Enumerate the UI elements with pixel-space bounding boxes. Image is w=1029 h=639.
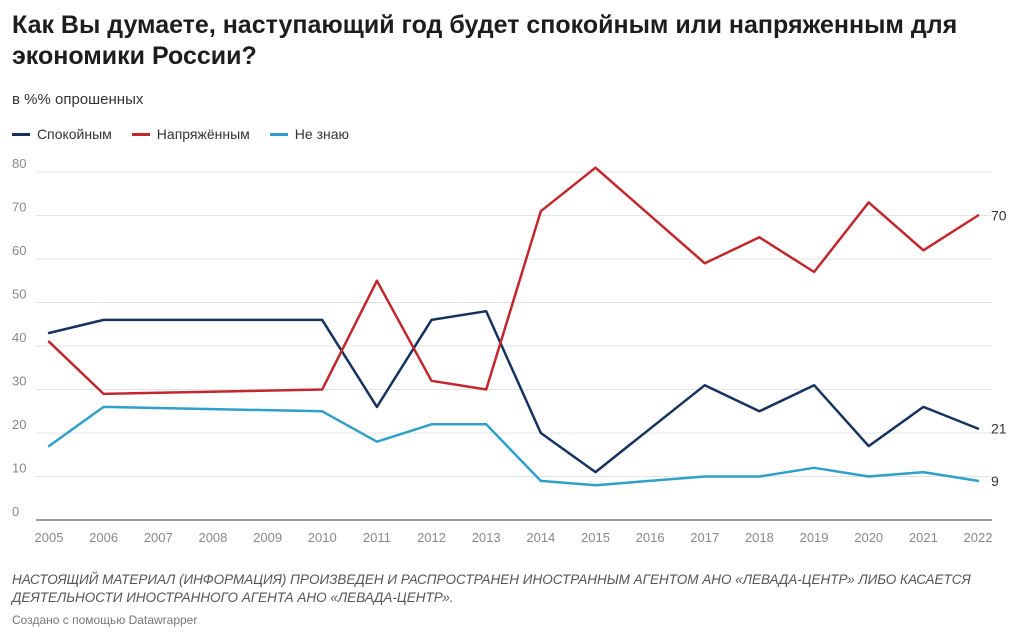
legend-label-tense: Напряжённым <box>156 126 250 142</box>
x-tick-label: 2009 <box>253 530 282 545</box>
series-line-dont-know <box>47 405 980 487</box>
series-line-tense <box>47 166 980 396</box>
footer-notes: НАСТОЯЩИЙ МАТЕРИАЛ (ИНФОРМАЦИЯ) ПРОИЗВЕД… <box>12 572 971 605</box>
legend-swatch-dont-know <box>269 132 288 136</box>
end-label-tense: 70 <box>991 208 1007 224</box>
y-tick-label: 50 <box>12 287 26 302</box>
y-tick-label: 30 <box>12 374 26 389</box>
x-tick-label: 2013 <box>472 530 501 545</box>
series-layer <box>47 166 980 487</box>
x-tick-label: 2010 <box>308 530 337 545</box>
line-chart: 0 10 20 30 40 50 60 70 80 2005 2006 2007 2008 2009 201… <box>12 156 1007 545</box>
x-tick-label: 2019 <box>800 530 829 545</box>
x-tick-label: 2014 <box>526 530 555 545</box>
legend-item-calm: Спокойным <box>12 126 112 142</box>
label-layer: 21 70 9 <box>991 208 1007 489</box>
y-tick-label: 20 <box>12 417 26 432</box>
footer-credit: Создано с помощью Datawrapper <box>12 613 198 627</box>
x-tick-label: 2020 <box>854 530 883 545</box>
y-tick-label: 40 <box>12 330 26 345</box>
legend-item-dont-know: Не знаю <box>269 126 350 142</box>
chart-title: Как Вы думаете, наступающий год будет сп… <box>12 11 958 70</box>
end-label-dont-know: 9 <box>991 473 999 489</box>
legend-swatch-tense <box>131 132 150 136</box>
chart-subtitle: в %% опрошенных <box>12 91 144 108</box>
x-tick-label: 2008 <box>198 530 227 545</box>
legend-label-dont-know: Не знаю <box>294 126 350 142</box>
y-tick-label: 70 <box>12 200 26 215</box>
x-tick-label: 2018 <box>745 530 774 545</box>
x-tick-label: 2015 <box>581 530 610 545</box>
legend-item-tense: Напряжённым <box>131 126 250 142</box>
grid-layer: 0 10 20 30 40 50 60 70 80 2005 2006 2007 2008 2009 201… <box>12 156 992 545</box>
x-tick-label: 2021 <box>909 530 938 545</box>
x-tick-label: 2007 <box>144 530 173 545</box>
y-tick-label: 0 <box>12 504 19 519</box>
x-tick-label: 2006 <box>89 530 118 545</box>
y-tick-label: 60 <box>12 243 26 258</box>
x-tick-label: 2016 <box>636 530 665 545</box>
chart-legend: Спокойным Напряжённым Не знаю <box>12 126 349 142</box>
legend-label-calm: Спокойным <box>37 126 112 142</box>
y-tick-label: 10 <box>12 461 26 476</box>
series-line-calm <box>47 309 980 474</box>
x-tick-label: 2005 <box>35 530 64 545</box>
x-tick-label: 2022 <box>964 530 993 545</box>
y-tick-label: 80 <box>12 156 26 171</box>
x-tick-label: 2012 <box>417 530 446 545</box>
x-tick-label: 2011 <box>363 530 391 545</box>
x-tick-label: 2017 <box>690 530 719 545</box>
end-label-calm: 21 <box>991 421 1007 437</box>
legend-swatch-calm <box>12 132 30 136</box>
